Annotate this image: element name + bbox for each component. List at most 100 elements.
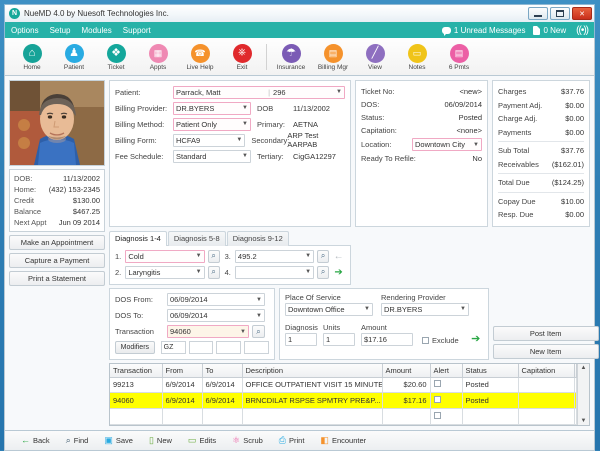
post-item-button[interactable]: Post Item bbox=[492, 325, 599, 341]
column-extra[interactable] bbox=[574, 363, 577, 378]
toolbar-button-billing-mgr[interactable]: ▤ Billing Mgr bbox=[312, 43, 354, 71]
column-description[interactable]: Description bbox=[242, 363, 383, 378]
toolbar-button-notes[interactable]: ▭ Notes bbox=[396, 43, 438, 71]
fee-schedule-select[interactable]: Standard ▼ bbox=[173, 149, 251, 163]
minimize-button[interactable] bbox=[528, 7, 548, 20]
chevron-down-icon[interactable]: ▼ bbox=[240, 328, 246, 335]
new-item-button[interactable]: New Item bbox=[492, 343, 599, 359]
rendering-provider-select[interactable]: DR.BYERS ▼ bbox=[381, 302, 469, 316]
chevron-down-icon[interactable]: ▼ bbox=[195, 269, 202, 275]
chevron-down-icon[interactable]: ▼ bbox=[305, 269, 312, 275]
bottom-button-scrub[interactable]: ⚛ Scrub bbox=[232, 436, 263, 446]
modifier-input-3[interactable] bbox=[216, 341, 242, 354]
diagnosis-num-input[interactable]: 1 bbox=[285, 332, 317, 346]
billing-method-select[interactable]: Patient Only ▼ bbox=[173, 117, 251, 131]
diagnosis-1-search-button[interactable]: ⌕ bbox=[207, 249, 220, 263]
toolbar-button-payments[interactable]: ▤ 6 Pmts bbox=[438, 43, 480, 71]
column-alert[interactable]: Alert bbox=[430, 363, 463, 378]
chevron-down-icon[interactable]: ▼ bbox=[242, 121, 248, 127]
billing-provider-select[interactable]: DR.BYERS ▼ bbox=[173, 101, 251, 115]
transaction-search-button[interactable]: ⌕ bbox=[252, 325, 265, 338]
toolbar-button-exit[interactable]: ⎈ Exit bbox=[221, 43, 263, 71]
menu-item-modules[interactable]: Modules bbox=[81, 25, 112, 35]
place-of-service-select[interactable]: Downtown Office ▼ bbox=[285, 302, 373, 316]
exclude-checkbox[interactable] bbox=[422, 336, 429, 344]
bottom-button-edits[interactable]: ▭ Edits bbox=[188, 436, 216, 446]
tab-diagnosis-9-12[interactable]: Diagnosis 9-12 bbox=[226, 230, 289, 246]
menu-item-options[interactable]: Options bbox=[11, 25, 39, 35]
patient-input[interactable]: Parrack, Matt | 296 ▼ bbox=[173, 85, 345, 99]
toolbar-button-view[interactable]: ╱ View bbox=[354, 43, 396, 71]
column-to[interactable]: To bbox=[202, 363, 243, 378]
make-appointment-button[interactable]: Make an Appointment bbox=[9, 235, 105, 250]
chevron-down-icon[interactable]: ▼ bbox=[242, 105, 248, 111]
chevron-down-icon[interactable]: ▼ bbox=[364, 306, 370, 312]
dos-to-select[interactable]: 06/09/2014 ▼ bbox=[167, 309, 265, 322]
menu-item-setup[interactable]: Setup bbox=[49, 25, 71, 35]
chevron-down-icon[interactable]: ▼ bbox=[242, 153, 248, 159]
modifier-input-4[interactable] bbox=[244, 341, 269, 354]
exclude-group[interactable]: Exclude bbox=[422, 336, 459, 345]
new-documents[interactable]: 0 New bbox=[533, 25, 566, 35]
modifier-input-2[interactable] bbox=[188, 341, 214, 354]
column-transaction[interactable]: Transaction bbox=[110, 363, 163, 378]
column-status[interactable]: Status bbox=[462, 363, 519, 378]
modifiers-button[interactable]: Modifiers bbox=[115, 341, 155, 354]
diagnosis-2-select[interactable]: Laryngitis ▼ bbox=[125, 265, 205, 279]
toolbar-button-appts[interactable]: ▦ Appts bbox=[137, 43, 179, 71]
diagnosis-3-search-button[interactable]: ⌕ bbox=[317, 249, 330, 263]
print-statement-button[interactable]: Print a Statement bbox=[9, 271, 105, 286]
bottom-button-save[interactable]: ▣ Save bbox=[104, 436, 133, 446]
chevron-down-icon[interactable]: ▼ bbox=[473, 141, 479, 148]
toolbar-button-live-help[interactable]: ☎ Live Help bbox=[179, 43, 221, 71]
alert-checkbox[interactable] bbox=[433, 412, 441, 420]
bottom-button-print[interactable]: ⎙ Print bbox=[279, 436, 305, 446]
unread-messages[interactable]: 1 Unread Messages bbox=[441, 26, 525, 36]
maximize-button[interactable] bbox=[550, 7, 570, 20]
diagnosis-4-search-button[interactable]: ⌕ bbox=[317, 265, 330, 279]
scroll-down-button[interactable]: ▼ bbox=[580, 418, 587, 424]
chevron-down-icon[interactable]: ▼ bbox=[195, 253, 202, 259]
column-capitation[interactable]: Capitation bbox=[518, 363, 575, 378]
add-item-button[interactable]: ➔ bbox=[471, 332, 481, 345]
capture-payment-button[interactable]: Capture a Payment bbox=[9, 253, 105, 268]
transaction-input[interactable]: 94060 ▼ bbox=[167, 325, 249, 338]
chevron-down-icon[interactable]: ▼ bbox=[336, 89, 342, 95]
bottom-button-back[interactable]: ← Back bbox=[21, 436, 50, 446]
tab-diagnosis-1-4[interactable]: Diagnosis 1-4 bbox=[109, 230, 167, 246]
table-row[interactable]: 99213 6/9/2014 6/9/2014 OFFICE OUTPATIEN… bbox=[110, 377, 577, 394]
amount-input[interactable]: $17.16 bbox=[361, 332, 413, 346]
menu-item-support[interactable]: Support bbox=[122, 25, 151, 35]
modifier-input-1[interactable]: GZ bbox=[160, 341, 186, 354]
diagnosis-4-select[interactable]: ▼ bbox=[234, 265, 315, 279]
dos-from-select[interactable]: 06/09/2014 ▼ bbox=[167, 293, 265, 306]
diagnosis-next-button[interactable]: ➔ bbox=[334, 266, 343, 278]
chevron-down-icon[interactable]: ▼ bbox=[236, 137, 243, 143]
table-row[interactable]: 94060 6/9/2014 6/9/2014 BRNCDILAT RSPSE … bbox=[110, 392, 577, 410]
toolbar-button-home[interactable]: ⌂ Home bbox=[11, 43, 53, 71]
column-amount[interactable]: Amount bbox=[382, 363, 431, 378]
chevron-down-icon[interactable]: ▼ bbox=[256, 296, 262, 303]
toolbar-button-insurance[interactable]: ☂ Insurance bbox=[270, 43, 312, 71]
table-vertical-scrollbar[interactable]: ▲ ▼ bbox=[577, 363, 589, 425]
toolbar-button-patient[interactable]: ♟ Patient bbox=[53, 43, 95, 71]
bottom-button-encounter[interactable]: ◧ Encounter bbox=[320, 436, 366, 446]
table-row[interactable] bbox=[110, 408, 577, 425]
toolbar-button-ticket[interactable]: ❖ Ticket bbox=[95, 43, 137, 71]
diagnosis-2-search-button[interactable]: ⌕ bbox=[207, 265, 220, 279]
alert-checkbox[interactable] bbox=[433, 380, 441, 388]
location-select[interactable]: Downtown City ▼ bbox=[412, 138, 482, 151]
chevron-down-icon[interactable]: ▼ bbox=[460, 306, 466, 312]
tab-diagnosis-5-8[interactable]: Diagnosis 5-8 bbox=[167, 230, 226, 246]
chevron-down-icon[interactable]: ▼ bbox=[305, 253, 312, 259]
scroll-up-button[interactable]: ▲ bbox=[580, 364, 587, 371]
column-from[interactable]: From bbox=[162, 363, 203, 378]
diagnosis-1-select[interactable]: Cold ▼ bbox=[125, 249, 205, 263]
bottom-button-find[interactable]: ⌕ Find bbox=[66, 436, 89, 446]
billing-form-select[interactable]: HCFA9 ▼ bbox=[173, 133, 246, 147]
diagnosis-3-select[interactable]: 495.2 ▼ bbox=[234, 249, 315, 263]
diagnosis-prev-button[interactable]: ← bbox=[333, 250, 344, 262]
bottom-button-new[interactable]: ▯ New bbox=[149, 436, 172, 446]
alert-checkbox[interactable] bbox=[433, 396, 441, 404]
chevron-down-icon[interactable]: ▼ bbox=[256, 312, 262, 319]
